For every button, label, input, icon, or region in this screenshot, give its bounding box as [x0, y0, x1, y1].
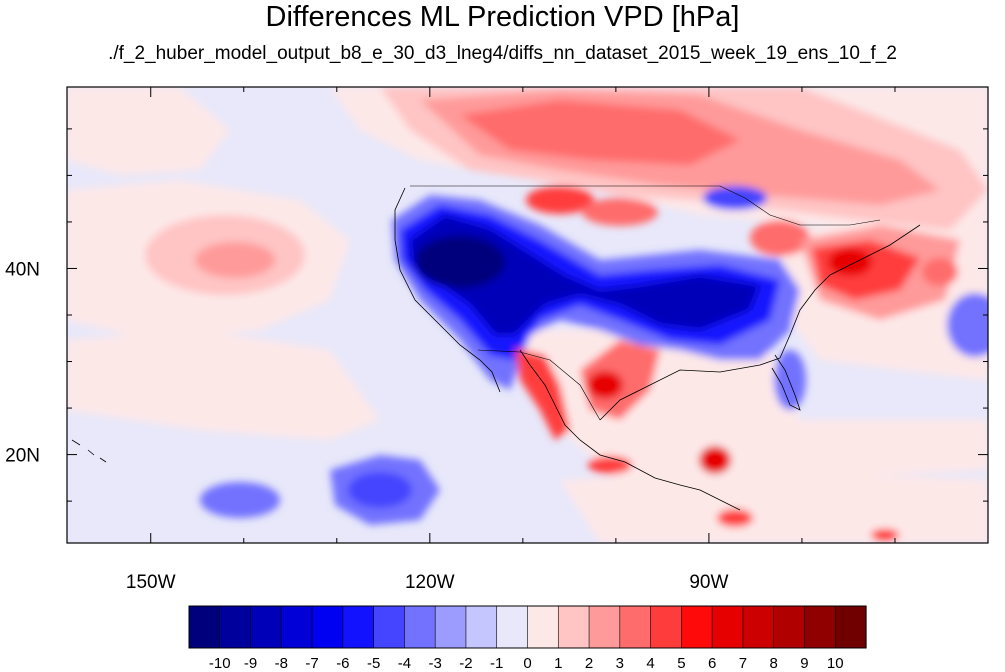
field-mexico-plume — [515, 348, 570, 440]
coastline-west — [394, 187, 501, 393]
lon-label: 150W — [126, 572, 176, 593]
colorbar-swatch — [465, 605, 498, 649]
colorbar-swatch — [650, 605, 682, 649]
colorbar-swatch — [434, 605, 467, 649]
colorbar-swatch — [681, 605, 713, 649]
colorbar-tick-label: -10 — [209, 655, 231, 672]
colorbar-tick-label: 0 — [523, 655, 531, 672]
colorbar-swatch — [557, 605, 590, 649]
field-lakes-blue — [703, 186, 767, 210]
colorbar-tick-label: 7 — [739, 655, 747, 672]
field-northeast-hot — [828, 248, 872, 276]
lat-label: 20N — [5, 446, 40, 467]
colorbar-swatch — [188, 605, 221, 649]
colorbar-swatch — [527, 605, 559, 649]
colorbar-swatch — [404, 605, 436, 649]
colorbar-swatch — [711, 605, 744, 649]
coastlines — [71, 185, 921, 511]
colorbar-tick-label: 4 — [646, 655, 654, 672]
border-us-mexico — [477, 349, 601, 421]
lon-label: 120W — [405, 572, 455, 593]
coastline-east — [779, 224, 921, 359]
field-west-deep — [415, 236, 505, 288]
colorbar-tick-label: 2 — [585, 655, 593, 672]
colorbar-frame — [188, 605, 867, 649]
map-title: Differences ML Prediction VPD [hPa] — [265, 1, 740, 33]
axis-ticks — [67, 87, 989, 543]
field-canada-hot — [460, 100, 740, 165]
field-texas-core — [587, 371, 623, 399]
colorbar-swatch — [342, 605, 375, 649]
colorbar-tick-label: -8 — [275, 655, 288, 672]
colorbar-swatch — [804, 605, 836, 649]
colorbar-swatch — [219, 605, 252, 649]
coastline-florida — [771, 354, 801, 411]
field-pink-west — [67, 87, 230, 175]
border-us-canada — [410, 185, 881, 226]
coastline-gulf — [519, 349, 741, 511]
colorbar-swatch — [250, 605, 282, 649]
colorbar-swatch — [742, 605, 775, 649]
colorbar-tick-label: 8 — [770, 655, 778, 672]
colorbar-tick-label: -2 — [459, 655, 472, 672]
field-atlantic-pink — [922, 258, 958, 286]
field-layer — [67, 87, 988, 543]
colorbar-swatch — [619, 605, 652, 649]
colorbar-tick-label: 5 — [677, 655, 685, 672]
colorbar-swatch — [496, 605, 529, 649]
colorbar-tick-label: -9 — [244, 655, 257, 672]
latitude-labels: 40N 20N — [5, 259, 40, 466]
colorbar-tick-label: -4 — [398, 655, 411, 672]
colorbar-tick-label: -6 — [336, 655, 349, 672]
colorbar-tick-label: 1 — [554, 655, 562, 672]
field-pacific-core — [195, 242, 275, 278]
lat-label: 40N — [5, 259, 40, 280]
colorbar — [188, 605, 867, 649]
colorbar-swatch — [834, 605, 867, 649]
colorbar-swatch — [588, 605, 621, 649]
colorbar-tick-label: 10 — [827, 655, 844, 672]
colorbar-tick-label: -3 — [429, 655, 442, 672]
field-central-am1 — [588, 456, 632, 474]
colorbar-tick-label: -7 — [305, 655, 318, 672]
colorbar-swatch — [281, 605, 313, 649]
colorbar-tick-label: 9 — [800, 655, 808, 672]
field-atlantic-blue — [947, 293, 988, 357]
field-pacific-blue-west — [200, 482, 280, 518]
colorbar-swatch — [773, 605, 806, 649]
colorbar-tick-label: 6 — [708, 655, 716, 672]
coastline-texas — [599, 357, 781, 421]
field-central-am3 — [717, 509, 753, 527]
lon-label: 90W — [689, 572, 728, 593]
field-central-am4 — [871, 529, 899, 541]
map-subtitle: ./f_2_huber_model_output_b8_e_30_d3_lneg… — [108, 43, 897, 64]
field-canada-spot1 — [526, 186, 594, 214]
hawaii-islands — [71, 439, 107, 463]
field-canada-spot3 — [750, 220, 810, 256]
field-pacific-blue-core — [348, 472, 412, 508]
field-pink-south — [560, 470, 988, 543]
colorbar-swatch — [311, 605, 344, 649]
colorbar-tick-label: -5 — [367, 655, 380, 672]
field-west-core — [410, 215, 760, 335]
field-pink-strip — [67, 330, 380, 440]
field-central-am2 — [699, 446, 731, 474]
colorbar-tick-label: -1 — [490, 655, 503, 672]
colorbar-swatch — [373, 605, 406, 649]
colorbar-tick-label: 3 — [616, 655, 624, 672]
longitude-labels: 150W 120W 90W — [126, 572, 729, 593]
colorbar-labels: -10 -9 -8 -7 -6 -5 -4 -3 -2 -1 0 1 2 3 4 5 6 7 8 9 10 — [209, 655, 844, 672]
field-canada-spot2 — [582, 198, 658, 226]
